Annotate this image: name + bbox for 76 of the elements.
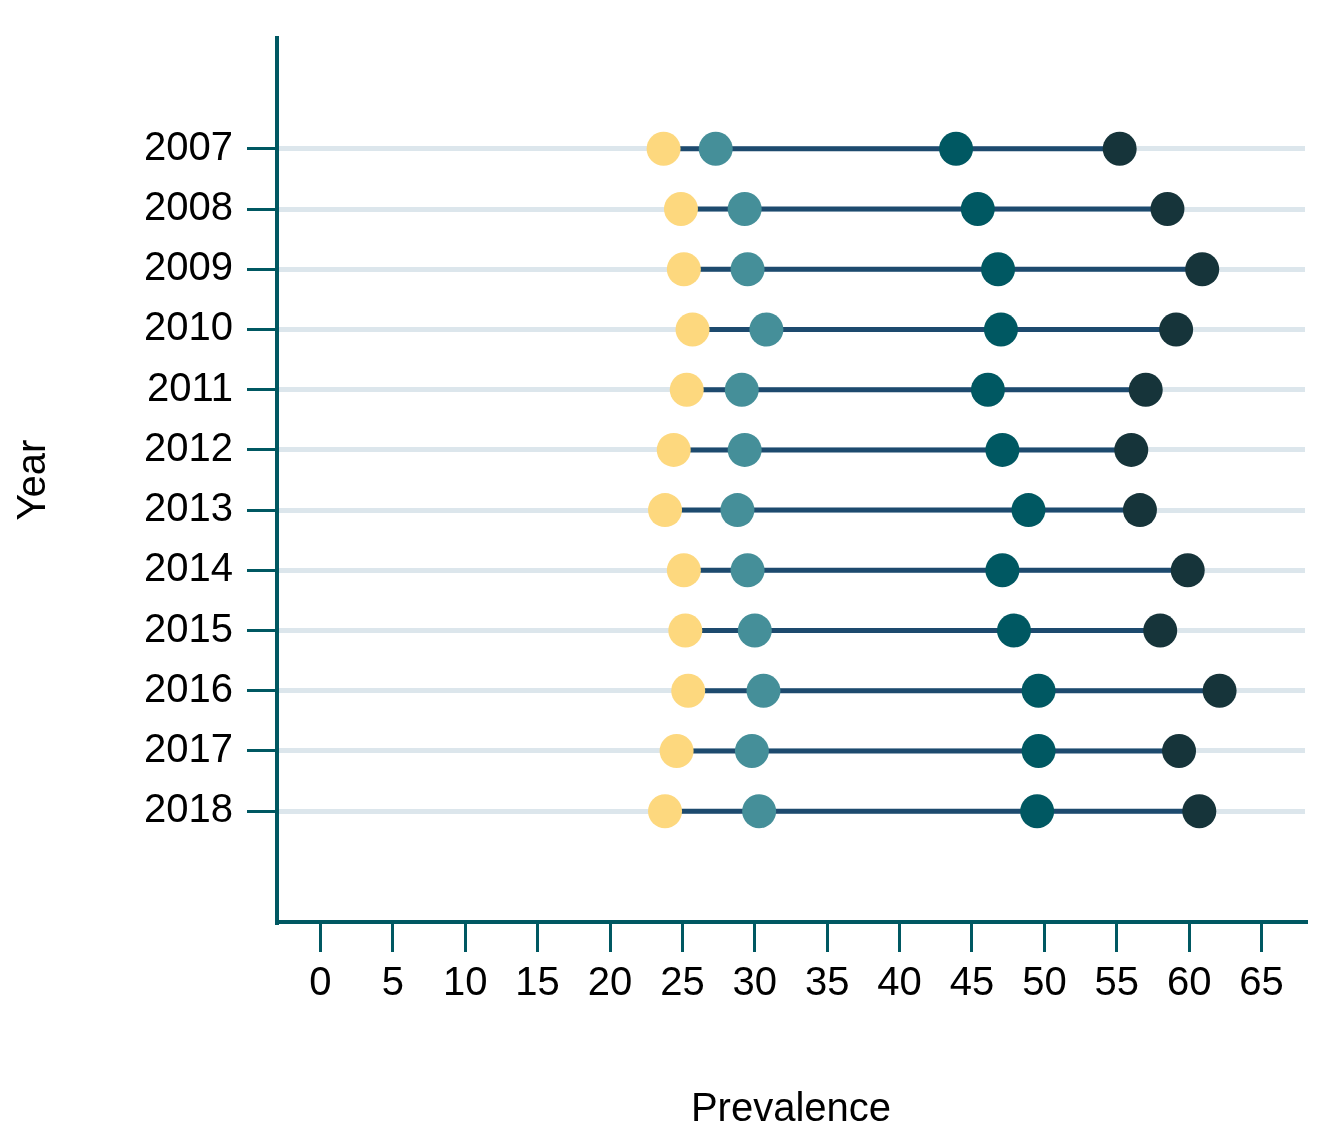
point	[724, 372, 759, 407]
point	[1185, 252, 1220, 287]
x-tick-label: 5	[381, 959, 404, 1004]
point	[730, 553, 765, 588]
x-tick-label: 20	[587, 959, 633, 1004]
y-tick-label: 2018	[144, 786, 233, 831]
x-tick-label: 60	[1166, 959, 1212, 1004]
y-tick-label: 2015	[144, 605, 233, 650]
y-tick-label: 2014	[144, 545, 233, 590]
y-tick-label: 2012	[144, 424, 233, 469]
x-tick-label: 65	[1239, 959, 1284, 1004]
point	[742, 794, 777, 829]
x-tick-label: 45	[949, 959, 995, 1004]
x-tick-label: 30	[732, 959, 778, 1004]
point	[1170, 553, 1205, 588]
point	[1114, 432, 1149, 467]
point	[663, 192, 698, 227]
point	[1021, 673, 1056, 708]
x-tick-label: 35	[804, 959, 850, 1004]
x-tick-label: 40	[877, 959, 922, 1004]
point	[746, 673, 781, 708]
point	[656, 432, 691, 467]
point	[659, 733, 694, 768]
y-tick-label: 2010	[144, 304, 233, 349]
point	[749, 312, 784, 347]
point	[668, 613, 703, 648]
x-tick-label: 15	[515, 959, 560, 1004]
point	[727, 432, 762, 467]
y-axis-title: Year	[9, 439, 54, 521]
point	[734, 733, 769, 768]
x-tick-label: 25	[660, 959, 705, 1004]
point	[648, 493, 683, 528]
point	[720, 493, 755, 528]
y-tick-label: 2009	[144, 244, 233, 289]
y-tick-label: 2016	[144, 665, 233, 710]
y-tick-label: 2007	[144, 123, 233, 168]
point	[1182, 794, 1217, 829]
point	[675, 312, 710, 347]
point	[666, 553, 701, 588]
y-tick-label: 2011	[146, 364, 233, 409]
point	[1020, 794, 1055, 829]
point	[983, 312, 1018, 347]
point	[737, 613, 772, 648]
x-tick-label: 55	[1094, 959, 1140, 1004]
point	[698, 131, 733, 166]
point	[727, 192, 762, 227]
y-tick-label: 2008	[144, 184, 233, 229]
point	[1128, 372, 1163, 407]
x-tick-label: 10	[442, 959, 488, 1004]
point	[939, 131, 974, 166]
y-tick-label: 2017	[144, 726, 233, 771]
point	[985, 553, 1020, 588]
point	[985, 432, 1020, 467]
point	[669, 372, 704, 407]
point	[1143, 613, 1178, 648]
x-tick-label: 50	[1022, 959, 1067, 1004]
point	[1011, 493, 1046, 528]
point	[1159, 312, 1194, 347]
point	[1150, 192, 1185, 227]
point	[646, 131, 681, 166]
point	[666, 252, 701, 287]
point	[730, 252, 765, 287]
point	[1021, 733, 1056, 768]
point	[1122, 493, 1157, 528]
point	[996, 613, 1031, 648]
point	[970, 372, 1005, 407]
point	[648, 794, 683, 829]
point	[1202, 673, 1237, 708]
point	[960, 192, 995, 227]
y-tick-label: 2013	[144, 485, 233, 530]
point	[1162, 733, 1197, 768]
point	[671, 673, 706, 708]
x-axis-title: Prevalence	[690, 1085, 892, 1130]
point	[981, 252, 1016, 287]
point	[1102, 131, 1137, 166]
x-tick-label: 0	[309, 959, 332, 1004]
